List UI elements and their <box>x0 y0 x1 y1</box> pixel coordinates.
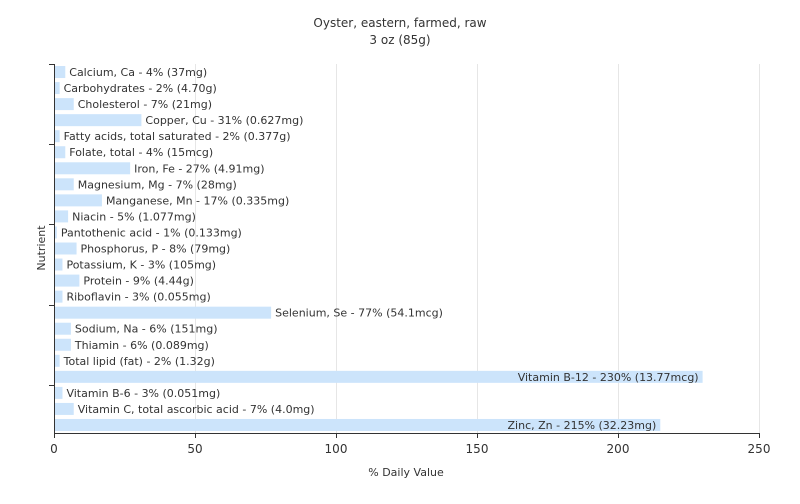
bar <box>54 354 60 367</box>
bar <box>54 130 60 143</box>
bar-label: Riboflavin - 3% (0.055mg) <box>66 291 210 304</box>
bar-label: Copper, Cu - 31% (0.627mg) <box>145 114 303 127</box>
bar-label: Calcium, Ca - 4% (37mg) <box>69 66 207 79</box>
bar <box>54 98 74 111</box>
chart-subtitle: 3 oz (85g) <box>369 33 430 47</box>
x-tick-label: 0 <box>50 442 58 456</box>
bar <box>54 146 66 159</box>
bar <box>54 370 703 383</box>
x-tick-label: 50 <box>187 442 202 456</box>
bar-label: Carbohydrates - 2% (4.70g) <box>64 82 217 95</box>
bar <box>54 322 71 335</box>
bar-label: Protein - 9% (4.44g) <box>83 275 194 288</box>
bar-label: Fatty acids, total saturated - 2% (0.377… <box>64 130 291 143</box>
x-tick-label: 250 <box>748 442 771 456</box>
x-tick-label: 100 <box>325 442 348 456</box>
bar-label: Total lipid (fat) - 2% (1.32g) <box>63 355 215 368</box>
bar <box>54 114 142 127</box>
bar <box>54 210 69 223</box>
bar-label: Selenium, Se - 77% (54.1mcg) <box>275 307 443 320</box>
bar-label: Vitamin B-12 - 230% (13.77mcg) <box>518 371 699 384</box>
bar <box>54 338 71 351</box>
x-axis-label: % Daily Value <box>368 466 444 479</box>
bar <box>54 290 63 303</box>
bar-label: Niacin - 5% (1.077mg) <box>72 210 196 223</box>
bar <box>54 306 272 319</box>
bar-label: Zinc, Zn - 215% (32.23mg) <box>508 419 657 432</box>
bar-labels: Calcium, Ca - 4% (37mg) Carbohydrates - 2… <box>61 66 699 432</box>
bars <box>54 66 703 431</box>
bar <box>54 242 77 255</box>
bar-label: Iron, Fe - 27% (4.91mg) <box>134 162 264 175</box>
x-tick-label: 150 <box>466 442 489 456</box>
bar-label: Magnesium, Mg - 7% (28mg) <box>78 178 237 191</box>
bar-label: Pantothenic acid - 1% (0.133mg) <box>61 226 242 239</box>
bar-label: Vitamin C, total ascorbic acid - 7% (4.0… <box>78 403 315 416</box>
bar <box>54 386 63 399</box>
chart-title: Oyster, eastern, farmed, raw <box>313 16 486 30</box>
bar <box>54 66 66 79</box>
bar <box>54 194 102 207</box>
axes: 0 50 100 150 200 250 <box>49 64 770 456</box>
bar <box>54 258 63 271</box>
bar-label: Folate, total - 4% (15mcg) <box>69 146 213 159</box>
bar-label: Vitamin B-6 - 3% (0.051mg) <box>66 387 220 400</box>
bar <box>54 226 57 239</box>
bar <box>54 162 131 175</box>
bar <box>54 178 74 191</box>
bar <box>54 418 661 431</box>
bar-label: Manganese, Mn - 17% (0.335mg) <box>106 194 289 207</box>
bar-label: Potassium, K - 3% (105mg) <box>66 259 216 272</box>
x-tick-label: 200 <box>607 442 630 456</box>
bar-label: Cholesterol - 7% (21mg) <box>78 98 212 111</box>
bar <box>54 402 74 415</box>
bar <box>54 274 80 287</box>
bar-label: Thiamin - 6% (0.089mg) <box>74 339 209 352</box>
y-axis-label: Nutrient <box>35 225 48 271</box>
bar <box>54 82 60 95</box>
bar-label: Sodium, Na - 6% (151mg) <box>75 323 218 336</box>
bar-label: Phosphorus, P - 8% (79mg) <box>81 243 231 256</box>
